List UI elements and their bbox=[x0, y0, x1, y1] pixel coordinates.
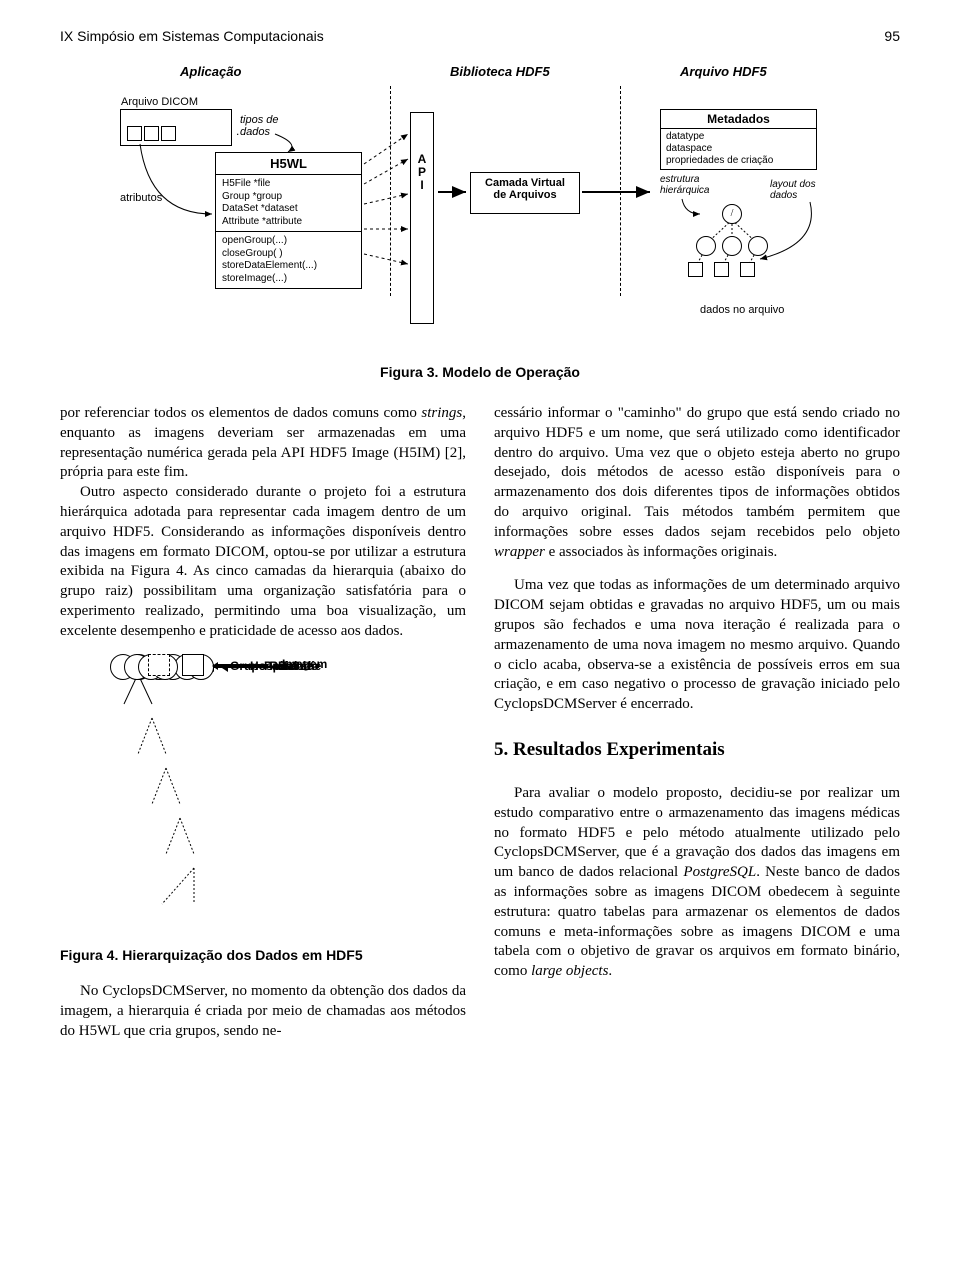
figure-3: Aplicação Biblioteca HDF5 Arquivo HDF5 A… bbox=[120, 64, 840, 354]
h5wl-methods: openGroup(...) closeGroup( ) storeDataEl… bbox=[216, 231, 361, 288]
atributos-label: atributos bbox=[120, 192, 162, 204]
metadados-title: Metadados bbox=[661, 110, 816, 129]
col-lib: Biblioteca HDF5 bbox=[450, 64, 550, 79]
dados-arquivo-label: dados no arquivo bbox=[700, 304, 784, 316]
header-title: IX Simpósio em Sistemas Computacionais bbox=[60, 28, 324, 44]
col-file: Arquivo HDF5 bbox=[680, 64, 767, 79]
hierarchy-tree-small: / bbox=[682, 204, 782, 284]
page-number: 95 bbox=[884, 28, 900, 44]
h5wl-title: H5WL bbox=[216, 153, 361, 175]
metadados-items: datatype dataspace propriedades de criaç… bbox=[661, 129, 816, 169]
imagem-label: Imagem bbox=[282, 657, 327, 673]
section-5-title: 5. Resultados Experimentais bbox=[494, 737, 900, 762]
para-4: cessário informar o "caminho" do grupo q… bbox=[494, 404, 900, 562]
figure-4: / Grupo Raiz Hospital Paciente bbox=[90, 654, 310, 934]
h5wl-box: H5WL H5File *file Group *group DataSet *… bbox=[215, 152, 362, 289]
para-6: Para avaliar o modelo proposto, decidiu-… bbox=[494, 784, 900, 982]
estrutura-label: estrutura hierárquica bbox=[660, 174, 709, 196]
col-app: Aplicação bbox=[180, 64, 241, 79]
h5wl-attrs: H5File *file Group *group DataSet *datas… bbox=[216, 175, 361, 231]
figure-4-caption: Figura 4. Hierarquização dos Dados em HD… bbox=[60, 946, 466, 964]
figure-3-caption: Figura 3. Modelo de Operação bbox=[60, 364, 900, 380]
para-3: No CyclopsDCMServer, no momento da obten… bbox=[60, 982, 466, 1041]
metadados-box: Metadados datatype dataspace propriedade… bbox=[660, 109, 817, 170]
layout-label: layout dos dados bbox=[770, 179, 816, 201]
para-2: Outro aspecto considerado durante o proj… bbox=[60, 483, 466, 641]
api-box: A P I bbox=[410, 112, 434, 324]
camada-box: Camada Virtual de Arquivos bbox=[470, 172, 580, 214]
dicom-label: Arquivo DICOM bbox=[121, 96, 198, 108]
tipos-label: tipos de dados bbox=[240, 114, 279, 138]
para-1: por referenciar todos os elementos de da… bbox=[60, 404, 466, 483]
dicom-box: Arquivo DICOM bbox=[120, 109, 232, 146]
para-5: Uma vez que todas as informações de um d… bbox=[494, 576, 900, 715]
